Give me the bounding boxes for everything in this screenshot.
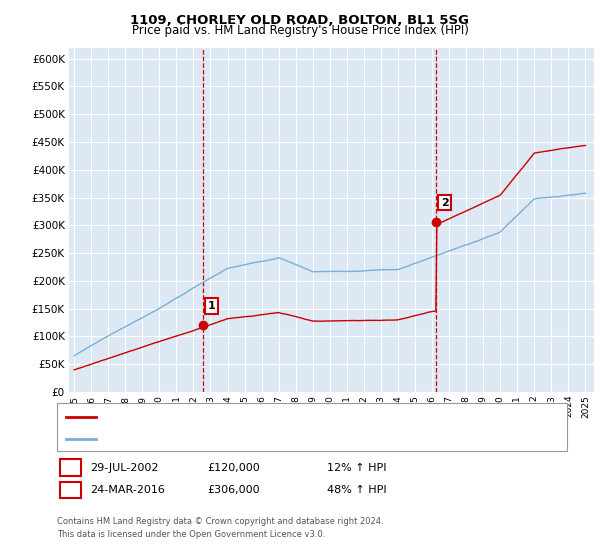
- Text: 48% ↑ HPI: 48% ↑ HPI: [327, 485, 386, 495]
- Text: £306,000: £306,000: [207, 485, 260, 495]
- Text: 12% ↑ HPI: 12% ↑ HPI: [327, 463, 386, 473]
- Text: 29-JUL-2002: 29-JUL-2002: [90, 463, 158, 473]
- Text: Contains HM Land Registry data © Crown copyright and database right 2024.: Contains HM Land Registry data © Crown c…: [57, 517, 383, 526]
- Text: 2: 2: [67, 485, 74, 495]
- Text: 1: 1: [208, 301, 216, 311]
- Text: 2: 2: [440, 198, 448, 208]
- Text: 1109, CHORLEY OLD ROAD, BOLTON, BL1 5SG: 1109, CHORLEY OLD ROAD, BOLTON, BL1 5SG: [131, 14, 470, 27]
- Text: HPI: Average price, detached house, Bolton: HPI: Average price, detached house, Bolt…: [102, 434, 329, 444]
- Text: 1109, CHORLEY OLD ROAD, BOLTON, BL1 5SG (detached house): 1109, CHORLEY OLD ROAD, BOLTON, BL1 5SG …: [102, 412, 437, 422]
- Text: £120,000: £120,000: [207, 463, 260, 473]
- Text: 24-MAR-2016: 24-MAR-2016: [90, 485, 165, 495]
- Text: Price paid vs. HM Land Registry's House Price Index (HPI): Price paid vs. HM Land Registry's House …: [131, 24, 469, 37]
- Text: 1: 1: [67, 463, 74, 473]
- Text: This data is licensed under the Open Government Licence v3.0.: This data is licensed under the Open Gov…: [57, 530, 325, 539]
